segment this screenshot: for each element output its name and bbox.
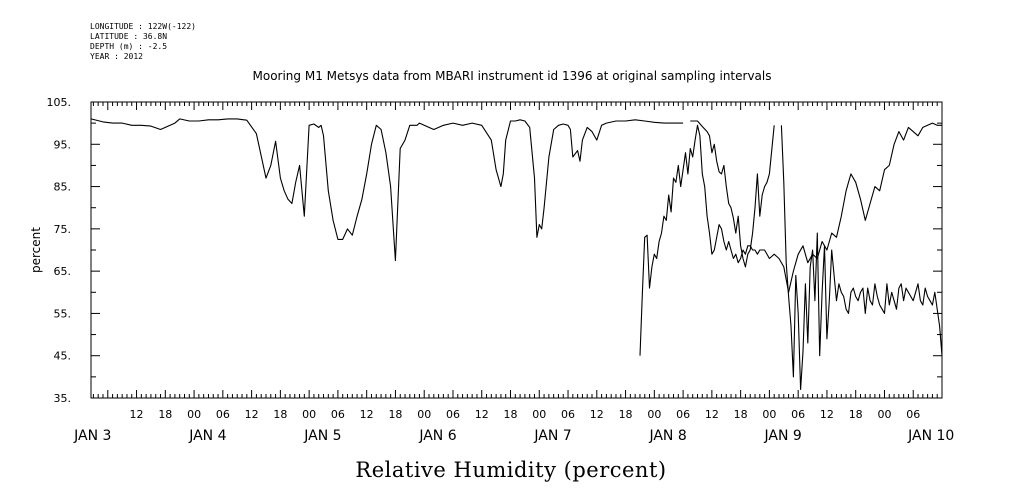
y-axis: 35. 45. 55. 65. 75. 85. 95. 105. <box>47 96 942 405</box>
y-tick-label: 55. <box>54 307 72 320</box>
series-line <box>780 125 943 391</box>
x-tick-label: 12 <box>705 408 719 421</box>
x-tick-label: 12 <box>245 408 259 421</box>
y-tick-label: 105. <box>47 96 72 109</box>
x-tick-label: 06 <box>906 408 920 421</box>
x-tick-label: 12 <box>360 408 374 421</box>
x-tick-label: 00 <box>647 408 661 421</box>
x-tick-label: 18 <box>388 408 402 421</box>
x-tick-label: 06 <box>791 408 805 421</box>
x-tick-label: 18 <box>273 408 287 421</box>
x-tick-label: 06 <box>446 408 460 421</box>
x-day-label: JAN 6 <box>418 428 456 444</box>
y-tick-label: 75. <box>54 223 72 236</box>
y-tick-label: 65. <box>54 265 72 278</box>
depth-label: DEPTH (m) : -2.5 <box>90 42 168 51</box>
y-tick-label: 45. <box>54 350 72 363</box>
latitude-label: LATITUDE : 36.8N <box>90 32 168 41</box>
metadata-block: LONGITUDE : 122W(-122) LATITUDE : 36.8N … <box>90 22 196 62</box>
longitude-label: LONGITUDE : 122W(-122) <box>90 22 196 31</box>
x-axis: 12 18 00 06 12 18 00 06 12 18 00 06 12 18 00 06 12 18 00 06… <box>73 102 954 444</box>
x-day-label: JAN 5 <box>303 428 341 444</box>
x-tick-label: 00 <box>302 408 316 421</box>
x-tick-label: 06 <box>676 408 690 421</box>
x-tick-label: 18 <box>619 408 633 421</box>
x-day-label: JAN 7 <box>533 428 571 444</box>
series-line <box>690 120 775 268</box>
chart-title: Mooring M1 Metsys data from MBARI instru… <box>253 69 772 83</box>
x-tick-label: 18 <box>158 408 172 421</box>
x-tick-label: 18 <box>734 408 748 421</box>
y-tick-label: 35. <box>54 392 72 405</box>
x-day-label: JAN 3 <box>73 428 111 444</box>
x-tick-label: 12 <box>475 408 489 421</box>
x-day-label: JAN 9 <box>764 428 802 444</box>
x-tick-label: 12 <box>130 408 144 421</box>
x-tick-label: 00 <box>417 408 431 421</box>
y-axis-title: percent <box>29 227 43 273</box>
x-tick-label: 06 <box>331 408 345 421</box>
x-tick-label: 06 <box>216 408 230 421</box>
x-tick-label: 00 <box>532 408 546 421</box>
x-tick-label: 12 <box>590 408 604 421</box>
x-tick-label: 00 <box>187 408 201 421</box>
series-line <box>639 122 942 356</box>
y-tick-label: 85. <box>54 181 72 194</box>
x-tick-label: 18 <box>504 408 518 421</box>
x-axis-title: Relative Humidity (percent) <box>355 458 666 482</box>
x-day-label: JAN 8 <box>648 428 686 444</box>
year-label: YEAR : 2012 <box>90 52 143 61</box>
x-tick-label: 00 <box>877 408 891 421</box>
x-tick-label: 12 <box>820 408 834 421</box>
x-tick-label: 00 <box>762 408 776 421</box>
plot-frame <box>90 101 943 399</box>
y-tick-label: 95. <box>54 138 72 151</box>
x-tick-label: 18 <box>849 408 863 421</box>
x-day-label: JAN 10 <box>907 428 954 444</box>
series-layer <box>90 118 943 391</box>
series-line <box>90 118 684 262</box>
x-day-label: JAN 4 <box>188 428 226 444</box>
x-tick-label: 06 <box>561 408 575 421</box>
